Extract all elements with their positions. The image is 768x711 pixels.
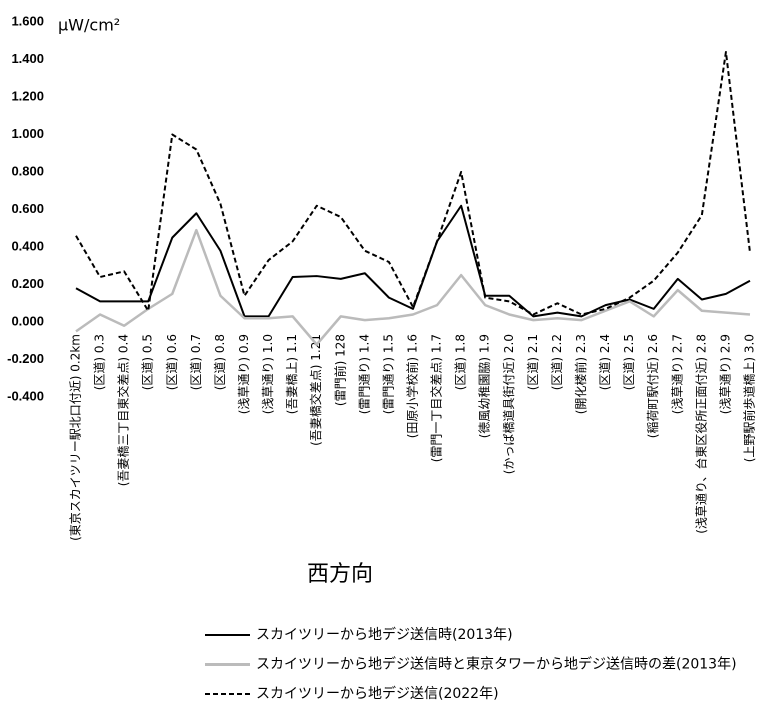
legend-label: スカイツリーから地デジ送信時(2013年) bbox=[256, 626, 513, 643]
y-tick-label: 0.000 bbox=[11, 313, 44, 328]
x-tick-label: (区道) 1.8 bbox=[454, 334, 468, 390]
x-tick-label: (浅草通り、台東区役所正面付近) 2.8 bbox=[693, 334, 708, 534]
x-tick-label: (吾妻橋三丁目東交差点) 0.4 bbox=[116, 334, 131, 486]
x-tick-label: (雷門通り) 1.4 bbox=[357, 334, 371, 414]
y-unit: μW/cm² bbox=[58, 16, 120, 35]
y-tick-label: -0.400 bbox=[7, 388, 44, 403]
x-tick-label: (区道) 0.5 bbox=[141, 334, 155, 390]
x-tick-label: (雷門通り) 1.5 bbox=[381, 334, 395, 414]
x-tick-label: (区道) 0.7 bbox=[189, 334, 203, 390]
y-tick-label: 0.800 bbox=[11, 163, 44, 178]
x-axis-label: 西方向 bbox=[307, 562, 373, 587]
y-tick-label: 1.200 bbox=[11, 88, 44, 103]
x-tick-label: (区道) 2.2 bbox=[550, 334, 564, 390]
x-tick-label: (浅草通り) 2.9 bbox=[718, 334, 732, 414]
series-line bbox=[75, 204, 751, 318]
legend-label: スカイツリーから地デジ送信(2022年) bbox=[256, 685, 499, 702]
x-tick-label: (徳風幼稚園脇) 1.9 bbox=[477, 334, 492, 438]
series-line bbox=[75, 51, 751, 316]
y-tick-label: 1.000 bbox=[11, 126, 44, 141]
x-tick-label: (区道) 0.3 bbox=[93, 334, 107, 390]
x-tick-label: (区道) 2.5 bbox=[622, 334, 636, 390]
x-tick-label: (吾妻橋交差点) 1.21 bbox=[308, 334, 323, 446]
x-tick-label: (稲荷町駅付近) 2.6 bbox=[646, 334, 660, 438]
x-tick-label: (吾妻橋上) 1.1 bbox=[285, 334, 299, 414]
x-tick-label: (開化楼前) 2.3 bbox=[573, 334, 588, 414]
x-tick-label: (区道) 2.4 bbox=[598, 334, 612, 390]
x-tick-label: (浅草通り) 2.7 bbox=[670, 334, 684, 414]
x-tick-label: (かっぱ橋道具街付近) 2.0 bbox=[502, 334, 516, 474]
x-tick-label: (雷門前) 128 bbox=[332, 334, 347, 406]
series-line bbox=[75, 228, 751, 346]
x-tick-label: (区道) 0.6 bbox=[165, 334, 179, 390]
x-tick-label: (浅草通り) 0.9 bbox=[237, 334, 251, 414]
y-tick-label: 0.600 bbox=[11, 201, 44, 216]
x-tick-label: (浅草通り) 1.0 bbox=[261, 334, 275, 414]
y-tick-label: -0.200 bbox=[7, 351, 44, 366]
x-tick-label: (雷門一丁目交差点) 1.7 bbox=[429, 334, 444, 462]
x-tick-label: (区道) 0.8 bbox=[213, 334, 227, 390]
y-tick-label: 0.400 bbox=[11, 238, 44, 253]
legend-label: スカイツリーから地デジ送信時と東京タワーから地デジ送信時の差(2013年) bbox=[256, 656, 737, 673]
y-tick-label: 0.200 bbox=[11, 276, 44, 291]
y-tick-label: 1.600 bbox=[11, 13, 44, 28]
x-tick-label: (東京スカイツリー駅北口付近) 0.2km bbox=[69, 334, 83, 541]
y-tick-label: 1.400 bbox=[11, 51, 44, 66]
x-tick-label: (田原小学校前) 1.6 bbox=[405, 334, 420, 438]
x-tick-label: (区道) 2.1 bbox=[526, 334, 540, 390]
x-tick-label: (上野駅前歩道橋上) 3.0 bbox=[742, 334, 757, 462]
